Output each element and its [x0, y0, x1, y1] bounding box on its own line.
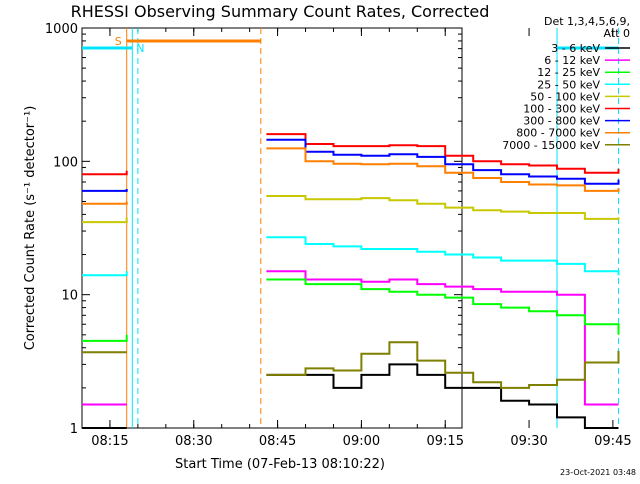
y-tick-label: 100 [53, 155, 78, 170]
legend-label: 300 - 800 keV [523, 115, 600, 128]
series-line [266, 270, 619, 406]
legend-label: 7000 - 15000 keV [502, 139, 600, 152]
series-line [266, 147, 620, 192]
legend-label: 50 - 100 keV [530, 90, 600, 103]
series-line [266, 278, 620, 335]
flag-label: S [115, 35, 122, 48]
series-line [266, 363, 619, 429]
series-line [266, 133, 620, 174]
x-tick-label: 08:30 [175, 434, 212, 449]
y-tick-label: 1000 [45, 22, 78, 37]
y-axis-label: Corrected Count Rate (s⁻¹ detector⁻¹) [23, 106, 38, 351]
series-line [82, 201, 128, 205]
flag-label: N [136, 42, 144, 55]
y-tick-label: 1 [70, 422, 78, 437]
x-axis-label: Start Time (07-Feb-13 08:10:22) [175, 457, 385, 472]
plot-layer: 1 10 100 1000 08:15 08:30 08:45 09:00 09:15 09:30… [45, 22, 632, 449]
legend-label: 25 - 50 keV [537, 78, 600, 91]
legend-label: 6 - 12 keV [544, 54, 600, 67]
series-line [82, 334, 128, 342]
legend-label: 3 - 6 keV [551, 42, 600, 55]
legend-header-line-1: Det 1,3,4,5,6,9, [544, 15, 630, 28]
series-line [266, 195, 620, 220]
x-tick-label: 08:45 [259, 434, 296, 449]
plot-frame [81, 27, 463, 429]
x-tick-label: 09:45 [594, 434, 631, 449]
legend-label: 800 - 7000 keV [516, 127, 600, 140]
x-tick-label: 09:15 [427, 434, 464, 449]
legend-label: 100 - 300 keV [523, 103, 600, 116]
x-tick-label: 08:15 [91, 434, 128, 449]
chart-title: RHESSI Observing Summary Count Rates, Co… [71, 2, 490, 21]
series-line [82, 189, 128, 192]
x-tick-label: 09:30 [510, 434, 547, 449]
timestamp: 23-Oct-2021 03:48 [560, 468, 636, 477]
y-tick-label: 10 [61, 289, 78, 304]
series-line [266, 138, 620, 185]
legend-header-line-2: Att 0 [604, 27, 630, 40]
legend-label: 12 - 25 keV [537, 66, 600, 79]
series-line [266, 236, 620, 276]
series-line [82, 271, 128, 277]
series-line [82, 170, 128, 176]
x-tick-label: 09:00 [343, 434, 380, 449]
series-line [82, 217, 128, 224]
series-line [266, 341, 620, 389]
